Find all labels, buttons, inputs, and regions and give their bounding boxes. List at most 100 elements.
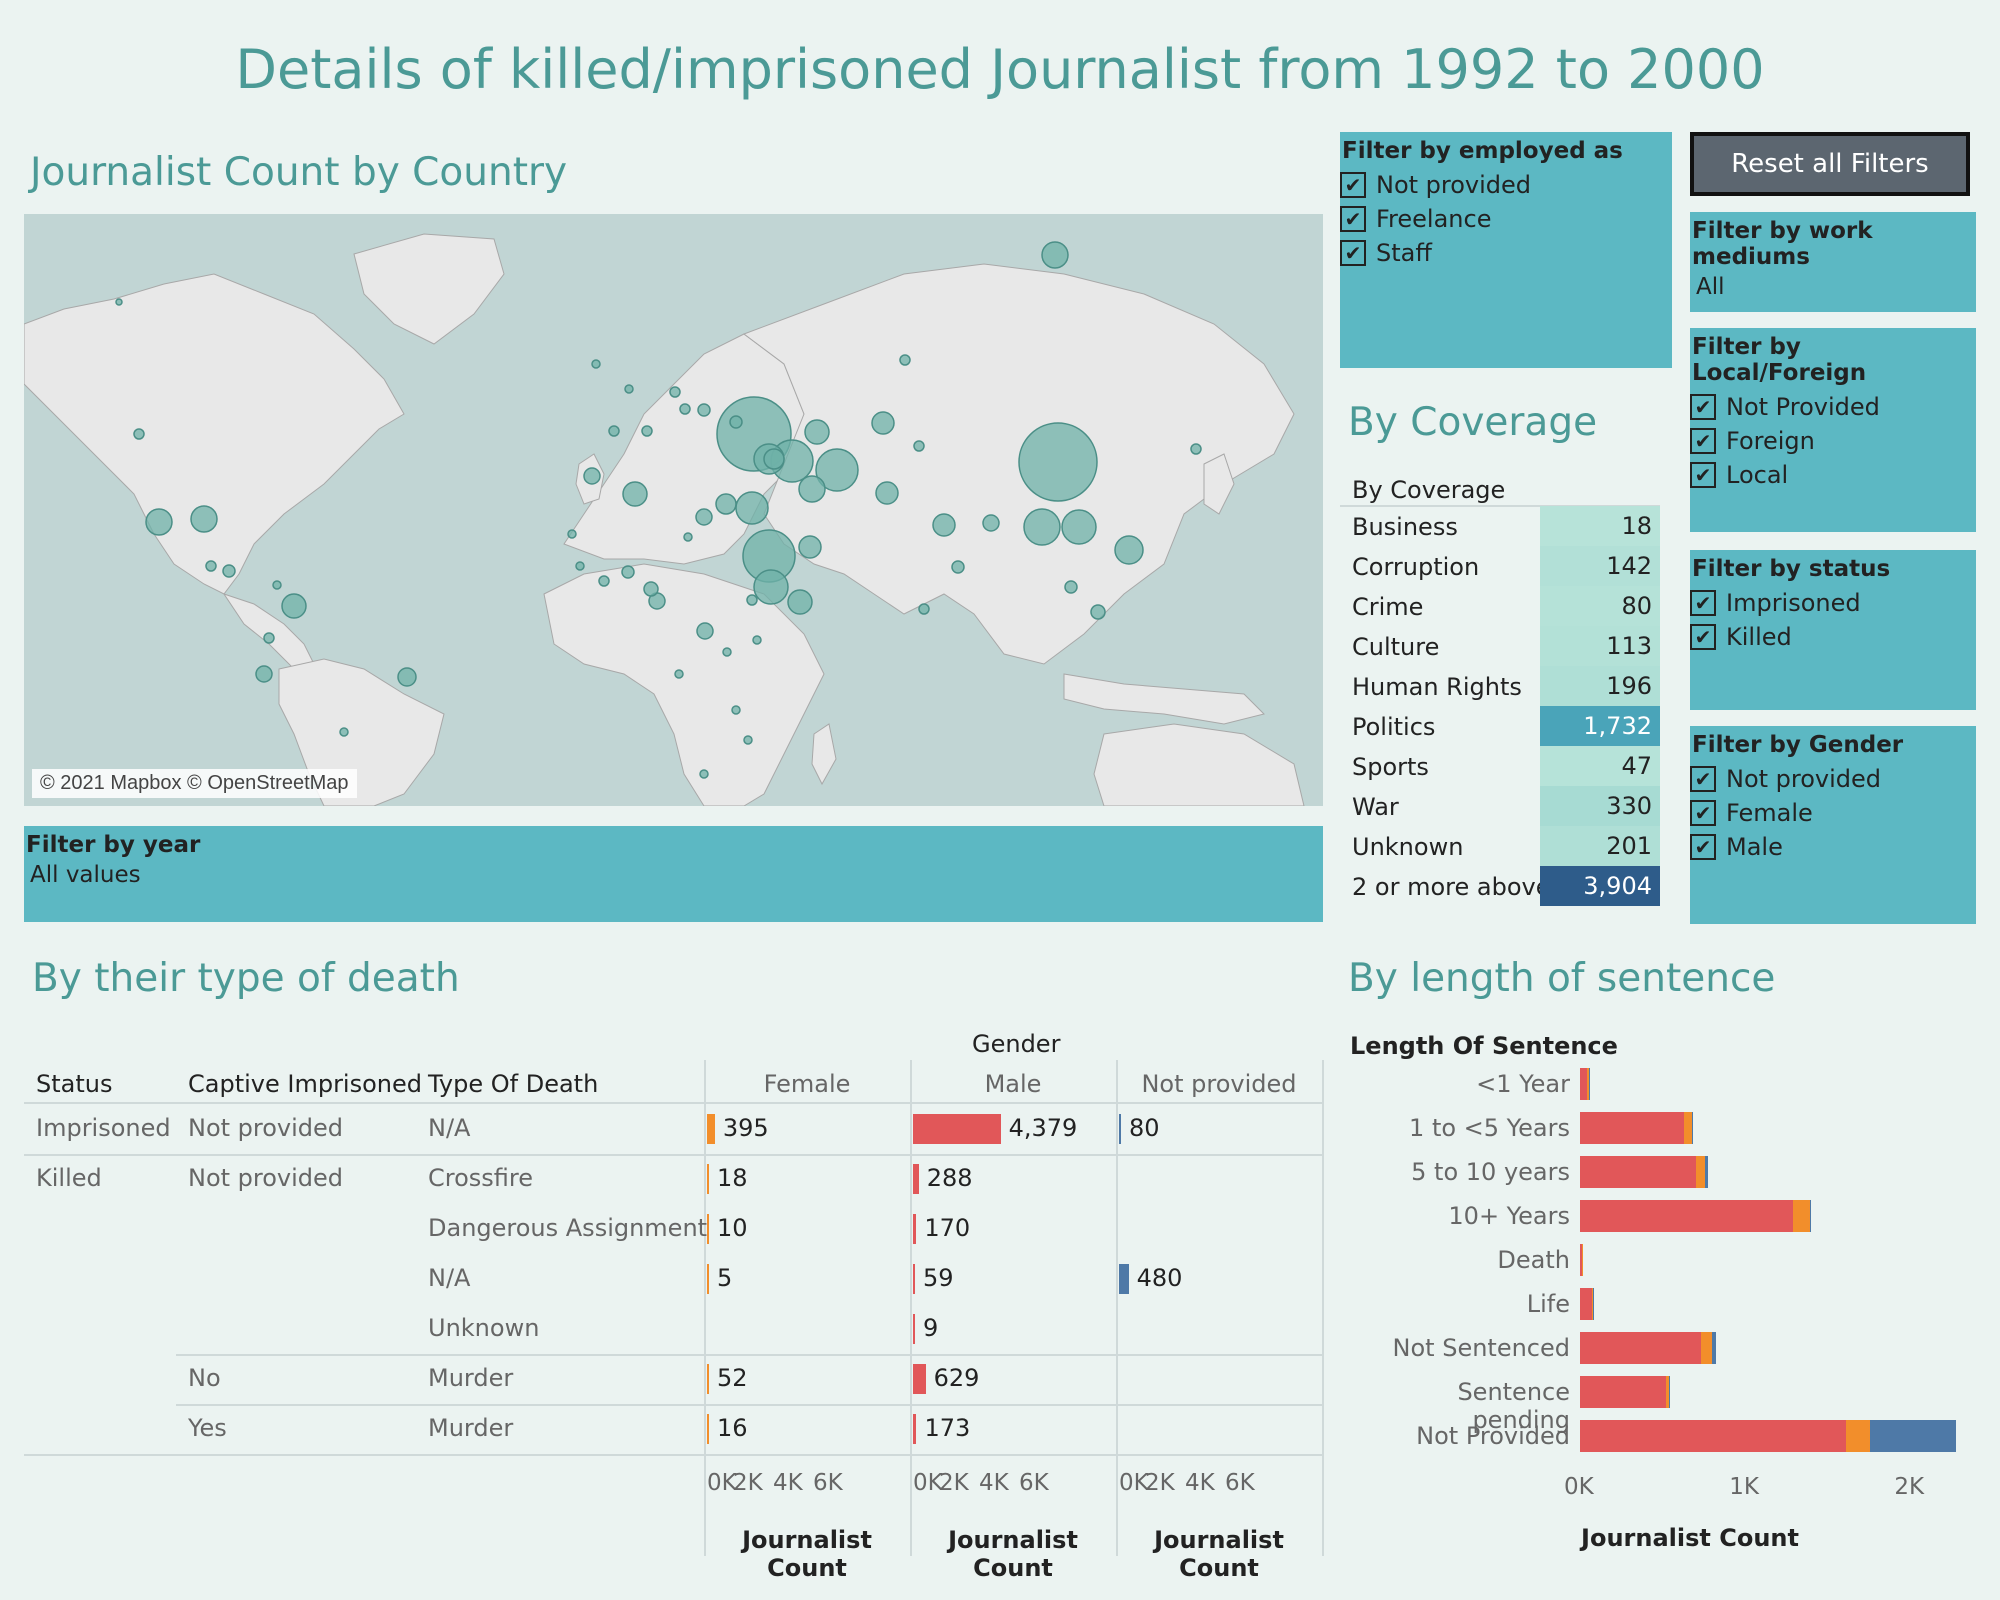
sentence-bar-segment[interactable] [1588, 1068, 1590, 1100]
sentence-bar-segment[interactable] [1704, 1156, 1708, 1188]
filter-year-value[interactable]: All values [30, 862, 141, 888]
bubble-uganda [746, 594, 758, 606]
checkbox-checked-icon[interactable]: ✔ [1340, 206, 1366, 232]
sentence-bar-segment[interactable] [1580, 1420, 1846, 1452]
checkbox-checked-icon[interactable]: ✔ [1690, 462, 1716, 488]
divider-female [704, 1060, 706, 1556]
gender-bar-not-provided[interactable] [1119, 1114, 1121, 1144]
dashboard-title: Details of killed/imprisoned Journalist … [235, 38, 1765, 101]
sentence-bar-segment[interactable] [1593, 1288, 1595, 1320]
sentence-bar-segment[interactable] [1712, 1332, 1717, 1364]
coverage-row[interactable]: War 330 [1340, 786, 1660, 826]
reset-filters-button[interactable]: Reset all Filters [1690, 132, 1970, 196]
bubble-peru [255, 665, 273, 683]
sentence-bar-segment[interactable] [1700, 1332, 1713, 1364]
axis-tick-label: 4K [979, 1470, 1009, 1496]
sentence-bar-segment[interactable] [1846, 1420, 1870, 1452]
checkbox-checked-icon[interactable]: ✔ [1690, 800, 1716, 826]
sentence-bar-segment[interactable] [1809, 1200, 1811, 1232]
map-canvas[interactable] [24, 214, 1323, 806]
sentence-bar-segment[interactable] [1586, 1068, 1589, 1100]
gender-bar-male[interactable] [913, 1214, 917, 1244]
sentence-bar-segment[interactable] [1580, 1112, 1685, 1144]
coverage-value: 142 [1540, 546, 1660, 586]
checkbox-checked-icon[interactable]: ✔ [1690, 394, 1716, 420]
sentence-bar-segment[interactable] [1691, 1112, 1694, 1144]
filter-local-foreign-options: ✔ Not Provided ✔ Foreign ✔ Local [1690, 390, 1976, 492]
filter-year-panel[interactable]: Filter by year All values [24, 826, 1323, 922]
checkbox-checked-icon[interactable]: ✔ [1340, 240, 1366, 266]
gender-bar-female[interactable] [707, 1414, 709, 1444]
coverage-row[interactable]: Corruption 142 [1340, 546, 1660, 586]
coverage-header-line [1340, 505, 1660, 507]
sentence-bar-segment[interactable] [1580, 1068, 1587, 1100]
gender-bar-female[interactable] [707, 1164, 709, 1194]
sentence-bar-segment[interactable] [1580, 1332, 1701, 1364]
filter-option-label: Not provided [1376, 171, 1532, 199]
type-of-death-cell: N/A [428, 1264, 471, 1292]
sentence-bar-segment[interactable] [1580, 1288, 1592, 1320]
gender-bar-male[interactable] [913, 1364, 926, 1394]
world-map[interactable]: © 2021 Mapbox © OpenStreetMap [24, 214, 1323, 806]
coverage-row[interactable]: Unknown 201 [1340, 826, 1660, 866]
filter-option[interactable]: ✔ Female [1690, 796, 1976, 830]
axis-tick-label: 4K [773, 1470, 803, 1496]
gender-bar-male[interactable] [913, 1414, 917, 1444]
coverage-row[interactable]: Politics 1,732 [1340, 706, 1660, 746]
bubble-mauritania [567, 529, 577, 539]
gender-bar-male[interactable] [913, 1314, 915, 1344]
gender-bar-male[interactable] [913, 1114, 1001, 1144]
bubble-congo [696, 622, 714, 640]
coverage-row[interactable]: Sports 47 [1340, 746, 1660, 786]
bubble-mexico [190, 505, 218, 533]
filter-option[interactable]: ✔ Not provided [1340, 168, 1672, 202]
filter-mediums-panel[interactable]: Filter by work mediums All [1690, 212, 1976, 312]
sentence-bar-segment[interactable] [1580, 1376, 1666, 1408]
sentence-bar-segment[interactable] [1869, 1420, 1956, 1452]
checkbox-checked-icon[interactable]: ✔ [1690, 624, 1716, 650]
coverage-row[interactable]: Business 18 [1340, 506, 1660, 546]
gender-bar-female[interactable] [707, 1114, 715, 1144]
filter-option[interactable]: ✔ Staff [1340, 236, 1672, 270]
filter-gender-options: ✔ Not provided ✔ Female ✔ Male [1690, 762, 1976, 864]
sentence-axis-tick: 1K [1729, 1474, 1759, 1500]
sentence-bar-segment[interactable] [1580, 1244, 1582, 1276]
coverage-row[interactable]: Human Rights 196 [1340, 666, 1660, 706]
filter-option[interactable]: ✔ Not Provided [1690, 390, 1976, 424]
coverage-row[interactable]: Culture 113 [1340, 626, 1660, 666]
sentence-bar-segment[interactable] [1580, 1156, 1696, 1188]
sentence-bar-segment[interactable] [1665, 1376, 1670, 1408]
sentence-bar-segment[interactable] [1695, 1156, 1705, 1188]
filter-option[interactable]: ✔ Imprisoned [1690, 586, 1976, 620]
coverage-row[interactable]: 2 or more above 3,904 [1340, 866, 1660, 906]
captive-cell: Not provided [188, 1114, 344, 1142]
sentence-bar-segment[interactable] [1591, 1288, 1594, 1320]
gender-bar-male[interactable] [913, 1164, 919, 1194]
sentence-bar-segment[interactable] [1580, 1200, 1794, 1232]
gender-bar-female[interactable] [707, 1364, 709, 1394]
filter-option[interactable]: ✔ Local [1690, 458, 1976, 492]
filter-option[interactable]: ✔ Male [1690, 830, 1976, 864]
checkbox-checked-icon[interactable]: ✔ [1690, 590, 1716, 616]
filter-option[interactable]: ✔ Foreign [1690, 424, 1976, 458]
gender-bar-not-provided[interactable] [1119, 1264, 1129, 1294]
gender-bar-female[interactable] [707, 1214, 709, 1244]
sentence-bar-segment[interactable] [1684, 1112, 1692, 1144]
filter-option[interactable]: ✔ Not provided [1690, 762, 1976, 796]
bubble-somalia [787, 589, 813, 615]
bubble-bulgaria [729, 415, 743, 429]
filter-mediums-value[interactable]: All [1696, 274, 1725, 300]
bar-value-label: 16 [717, 1414, 748, 1442]
checkbox-checked-icon[interactable]: ✔ [1340, 172, 1366, 198]
filter-option[interactable]: ✔ Killed [1690, 620, 1976, 654]
filter-option[interactable]: ✔ Freelance [1340, 202, 1672, 236]
checkbox-checked-icon[interactable]: ✔ [1690, 766, 1716, 792]
checkbox-checked-icon[interactable]: ✔ [1690, 428, 1716, 454]
filter-option-label: Staff [1376, 239, 1432, 267]
checkbox-checked-icon[interactable]: ✔ [1690, 834, 1716, 860]
gender-bar-female[interactable] [707, 1264, 709, 1294]
sentence-bar-segment[interactable] [1793, 1200, 1810, 1232]
coverage-row[interactable]: Crime 80 [1340, 586, 1660, 626]
axis-label: Journalist Count [742, 1526, 872, 1582]
gender-bar-male[interactable] [913, 1264, 915, 1294]
